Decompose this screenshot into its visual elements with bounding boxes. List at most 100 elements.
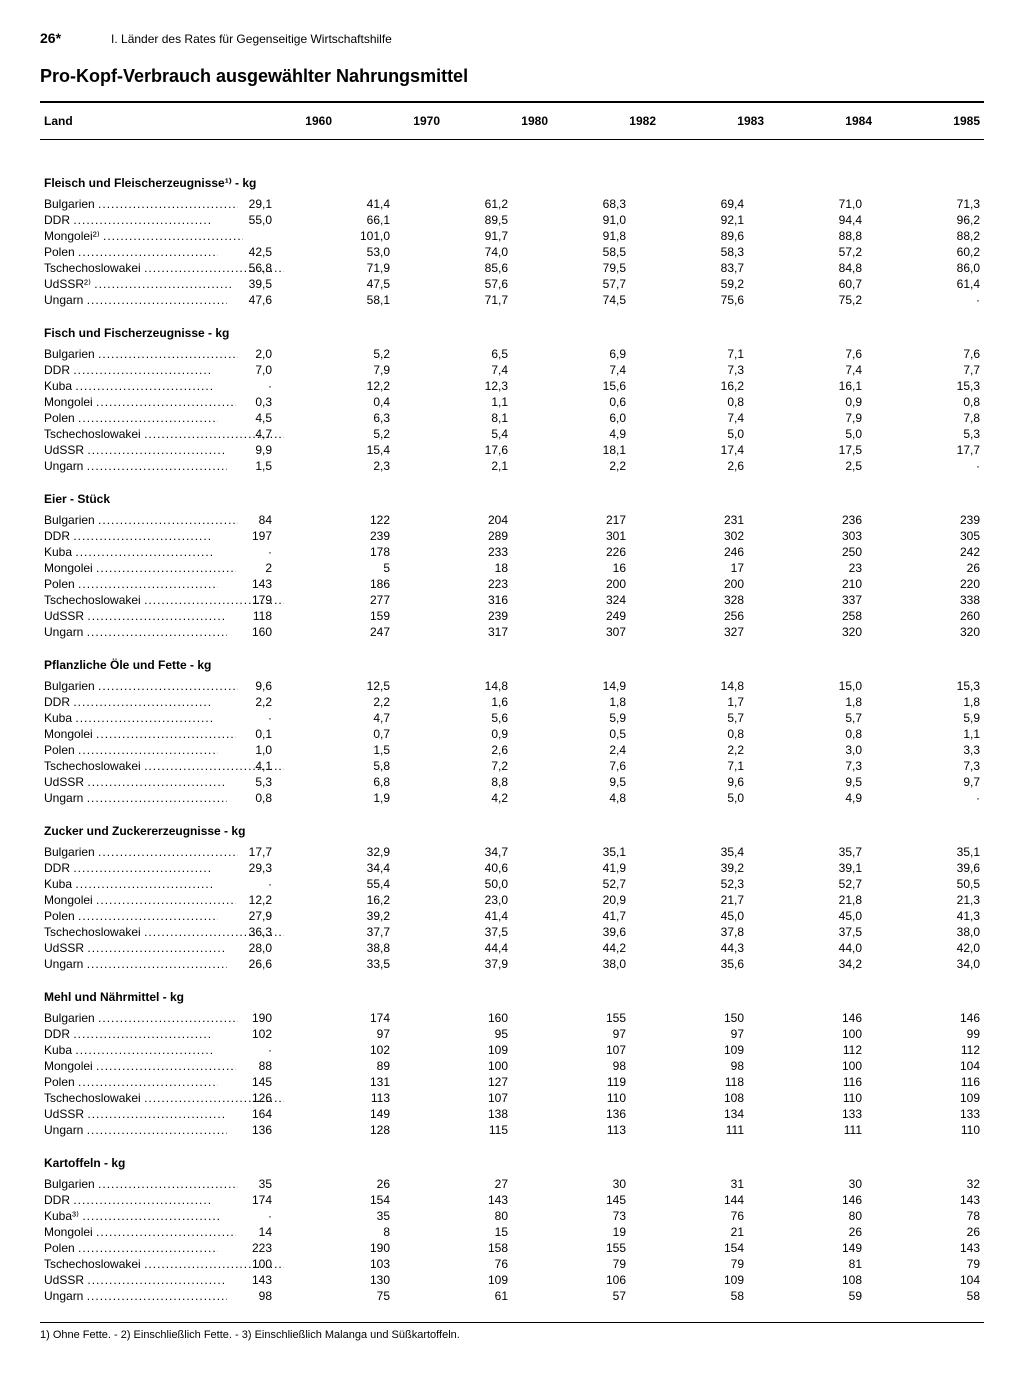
table-row: UdSSR²⁾ 39,547,557,657,759,260,761,4 (40, 276, 984, 292)
value-cell: 53,0 (276, 244, 394, 260)
table-row: Bulgarien 9,612,514,814,914,815,015,3 (40, 678, 984, 694)
value-cell: 320 (866, 624, 984, 640)
value-cell: 26 (866, 1224, 984, 1240)
value-cell: 8,1 (394, 410, 512, 426)
value-cell: 78 (866, 1208, 984, 1224)
col-country: Land (40, 113, 228, 129)
table-row: Bulgarien 29,141,461,268,369,471,071,3 (40, 196, 984, 212)
value-cell: 0,4 (276, 394, 394, 410)
country-cell: Tschechoslowakei (40, 1256, 158, 1272)
value-cell: 6,5 (394, 346, 512, 362)
value-cell: 40,6 (394, 860, 512, 876)
value-cell: 2,1 (394, 458, 512, 474)
value-cell: 33,5 (276, 956, 394, 972)
value-cell: 59,2 (630, 276, 748, 292)
value-cell: 16 (512, 560, 630, 576)
table-row: Kuba ·55,450,052,752,352,750,5 (40, 876, 984, 892)
value-cell: 146 (748, 1010, 866, 1026)
value-cell: 89 (276, 1058, 394, 1074)
value-cell: 71,3 (866, 196, 984, 212)
value-cell: 17,6 (394, 442, 512, 458)
country-cell: Ungarn (40, 1288, 158, 1304)
value-cell: 103 (276, 1256, 394, 1272)
value-cell: 5,2 (276, 346, 394, 362)
country-cell: DDR (40, 212, 158, 228)
value-cell: 6,3 (276, 410, 394, 426)
value-cell: 16,2 (630, 378, 748, 394)
table-row: Mongolei²⁾ 101,091,791,889,688,888,2 (40, 228, 984, 244)
value-cell: 200 (630, 576, 748, 592)
value-cell: 128 (276, 1122, 394, 1138)
value-cell: 116 (748, 1074, 866, 1090)
value-cell: 118 (630, 1074, 748, 1090)
value-cell: 7,4 (394, 362, 512, 378)
country-cell: UdSSR (40, 442, 158, 458)
value-cell: 239 (866, 512, 984, 528)
value-cell: 58,3 (630, 244, 748, 260)
value-cell: 17,4 (630, 442, 748, 458)
country-cell: Ungarn (40, 292, 158, 308)
table-row: Tschechoslowakei 126113107110108110109 (40, 1090, 984, 1106)
value-cell: 16,2 (276, 892, 394, 908)
table-row: Mongolei 1481519212626 (40, 1224, 984, 1240)
country-cell: Tschechoslowakei (40, 426, 158, 442)
data-table: Land1960197019801982198319841985 (40, 113, 984, 129)
value-cell: 55,4 (276, 876, 394, 892)
value-cell: 37,5 (748, 924, 866, 940)
country-cell: Tschechoslowakei (40, 1090, 158, 1106)
section-header: Fleisch und Fleischerzeugnisse¹⁾ - kg (40, 158, 984, 196)
table-row: DDR 29,334,440,641,939,239,139,6 (40, 860, 984, 876)
value-cell: 7,4 (630, 410, 748, 426)
table-row: Polen 27,939,241,441,745,045,041,3 (40, 908, 984, 924)
value-cell: 134 (630, 1106, 748, 1122)
value-cell: 35 (276, 1208, 394, 1224)
table-row: Polen 1,01,52,62,42,23,03,3 (40, 742, 984, 758)
country-cell: Mongolei (40, 560, 158, 576)
value-cell: 143 (866, 1192, 984, 1208)
value-cell: 57,6 (394, 276, 512, 292)
value-cell: 5,6 (394, 710, 512, 726)
country-cell: Mongolei (40, 726, 158, 742)
value-cell: 338 (866, 592, 984, 608)
table-row: Bulgarien 17,732,934,735,135,435,735,1 (40, 844, 984, 860)
value-cell: 143 (866, 1240, 984, 1256)
value-cell: 110 (512, 1090, 630, 1106)
value-cell: 131 (276, 1074, 394, 1090)
value-cell: 159 (276, 608, 394, 624)
value-cell: 239 (394, 608, 512, 624)
value-cell: 107 (512, 1042, 630, 1058)
value-cell: 94,4 (748, 212, 866, 228)
value-cell: 12,3 (394, 378, 512, 394)
table-row: Ungarn 160247317307327320320 (40, 624, 984, 640)
value-cell: 7,2 (394, 758, 512, 774)
value-cell: 100 (394, 1058, 512, 1074)
value-cell: 60,7 (748, 276, 866, 292)
value-cell: 186 (276, 576, 394, 592)
country-cell: DDR (40, 860, 158, 876)
value-cell: 154 (276, 1192, 394, 1208)
value-cell: 14,8 (630, 678, 748, 694)
value-cell: 138 (394, 1106, 512, 1122)
value-cell: 91,0 (512, 212, 630, 228)
value-cell: 32 (866, 1176, 984, 1192)
value-cell: 130 (276, 1272, 394, 1288)
country-cell: Mongolei (40, 1058, 158, 1074)
value-cell: 174 (276, 1010, 394, 1026)
value-cell: 146 (748, 1192, 866, 1208)
value-cell: 108 (748, 1272, 866, 1288)
value-cell: 277 (276, 592, 394, 608)
value-cell: 109 (630, 1272, 748, 1288)
value-cell: 23 (748, 560, 866, 576)
value-cell: 5,0 (630, 426, 748, 442)
value-cell: 14,8 (394, 678, 512, 694)
value-cell: · (866, 458, 984, 474)
value-cell: 8 (276, 1224, 394, 1240)
value-cell: 5,4 (394, 426, 512, 442)
country-cell: DDR (40, 1026, 158, 1042)
section-header: Kartoffeln - kg (40, 1138, 984, 1176)
value-cell: 146 (866, 1010, 984, 1026)
value-cell: 79 (866, 1256, 984, 1272)
value-cell: 41,3 (866, 908, 984, 924)
value-cell: 7,8 (866, 410, 984, 426)
value-cell: 86,0 (866, 260, 984, 276)
